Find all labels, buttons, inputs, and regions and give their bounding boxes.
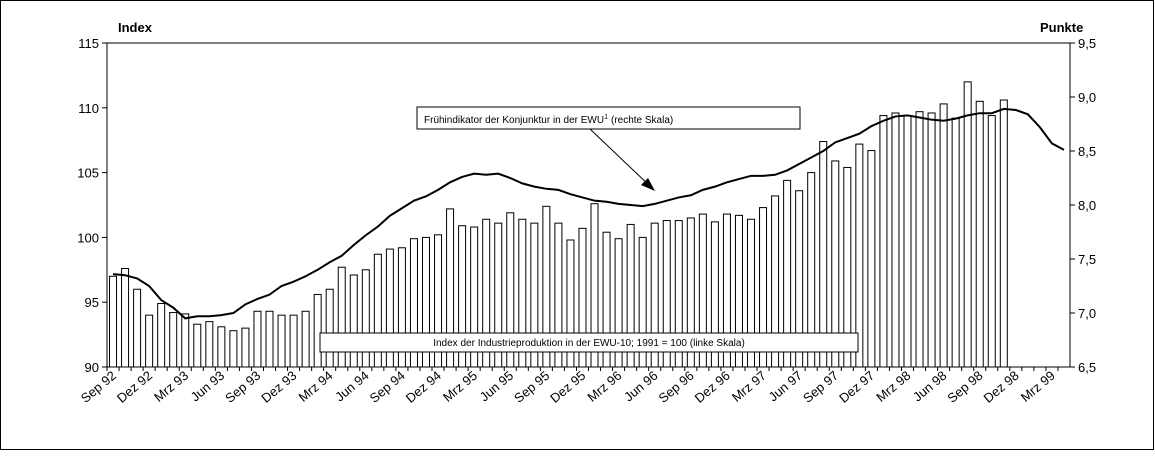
bar [229, 330, 238, 368]
bar [951, 117, 960, 368]
annotation-box [319, 332, 859, 353]
y2-tick-label: 8,0 [1078, 198, 1096, 213]
bar [313, 293, 322, 368]
x-tick-label: Jun 98 [910, 368, 950, 405]
y2-tick-label: 7,5 [1078, 252, 1096, 267]
bar [253, 310, 262, 368]
x-tick-label: Mrz 93 [151, 368, 191, 405]
x-tick-label: Dez 96 [692, 368, 733, 406]
y-tick-label: 115 [78, 36, 99, 51]
x-tick-label: Dez 95 [547, 368, 588, 406]
x-tick-label: Mrz 94 [296, 368, 336, 405]
line [112, 107, 1065, 320]
x-tick-label: Dez 92 [114, 368, 155, 406]
bar [157, 302, 166, 368]
bar [987, 115, 996, 368]
y2-tick-label: 6,5 [1078, 360, 1096, 375]
bar [939, 103, 948, 368]
y2-tick-label: 9,5 [1078, 36, 1096, 51]
annotation-text: Frühindikator der Konjunktur in der EWU [424, 115, 604, 126]
bar [169, 312, 178, 368]
annotation-sup: 1 [604, 114, 608, 121]
x-tick-label: Sep 96 [656, 368, 697, 406]
bar [999, 99, 1008, 368]
bar [927, 112, 936, 368]
y-tick-label: 100 [77, 230, 99, 245]
bar [867, 150, 876, 368]
bar [193, 323, 202, 368]
y-tick-label: 95 [85, 295, 99, 310]
x-tick-label: Dez 93 [258, 368, 299, 406]
annotation-after: (rechte Skala) [611, 115, 673, 126]
y2-tick-label: 8,5 [1078, 144, 1096, 159]
y2-title: Punkte [1040, 20, 1083, 35]
bar [915, 111, 924, 368]
bar [963, 81, 972, 368]
y-tick-label: 110 [78, 101, 99, 116]
x-tick-label: Mrz 99 [1018, 368, 1058, 405]
x-tick-label: Sep 98 [944, 368, 985, 406]
bar [121, 268, 130, 368]
x-tick-label: Dez 97 [836, 368, 877, 406]
annotation: Index der Industrieproduktion in der EWU… [433, 338, 745, 349]
bar [325, 288, 334, 368]
x-tick-label: Dez 94 [403, 368, 444, 406]
bar [879, 115, 888, 368]
x-tick-label: Jun 93 [188, 368, 228, 405]
y2-tick-label: 9,0 [1078, 90, 1096, 105]
bar [181, 313, 190, 368]
bar [217, 326, 226, 368]
annotation: Frühindikator der Konjunktur in der EWU1… [424, 114, 673, 126]
plot-frame [106, 42, 1071, 368]
bar [301, 310, 310, 368]
arrow-head [641, 178, 655, 191]
x-tick-label: Sep 94 [367, 368, 408, 406]
bar [891, 112, 900, 368]
y-tick-label: 105 [77, 166, 99, 181]
x-tick-label: Jun 95 [477, 368, 517, 405]
bar [241, 327, 250, 368]
x-tick-label: Mrz 95 [440, 368, 480, 405]
y2-tick-label: 7,0 [1078, 306, 1096, 321]
bar [133, 288, 142, 368]
x-tick-label: Jun 97 [766, 368, 806, 405]
bar [903, 115, 912, 368]
x-tick-label: Mrz 97 [729, 368, 769, 405]
x-tick-label: Mrz 96 [584, 368, 624, 405]
x-tick-label: Sep 95 [511, 368, 552, 406]
bar [205, 321, 214, 368]
x-tick-label: Jun 94 [332, 368, 372, 405]
bar [289, 314, 298, 368]
x-tick-label: Dez 98 [981, 368, 1022, 406]
bar [975, 100, 984, 368]
bar [145, 314, 154, 368]
y-title: Index [118, 20, 153, 35]
x-tick-label: Jun 96 [621, 368, 661, 405]
x-tick-label: Mrz 98 [873, 368, 913, 405]
arrow-line [589, 128, 653, 189]
x-tick-label: Sep 97 [800, 368, 841, 406]
y-tick-label: 90 [85, 360, 99, 375]
bar [109, 275, 118, 368]
bar [349, 274, 358, 368]
bar [265, 310, 274, 368]
annotation-box [416, 106, 801, 130]
x-tick-label: Sep 93 [222, 368, 263, 406]
bar [277, 314, 286, 368]
